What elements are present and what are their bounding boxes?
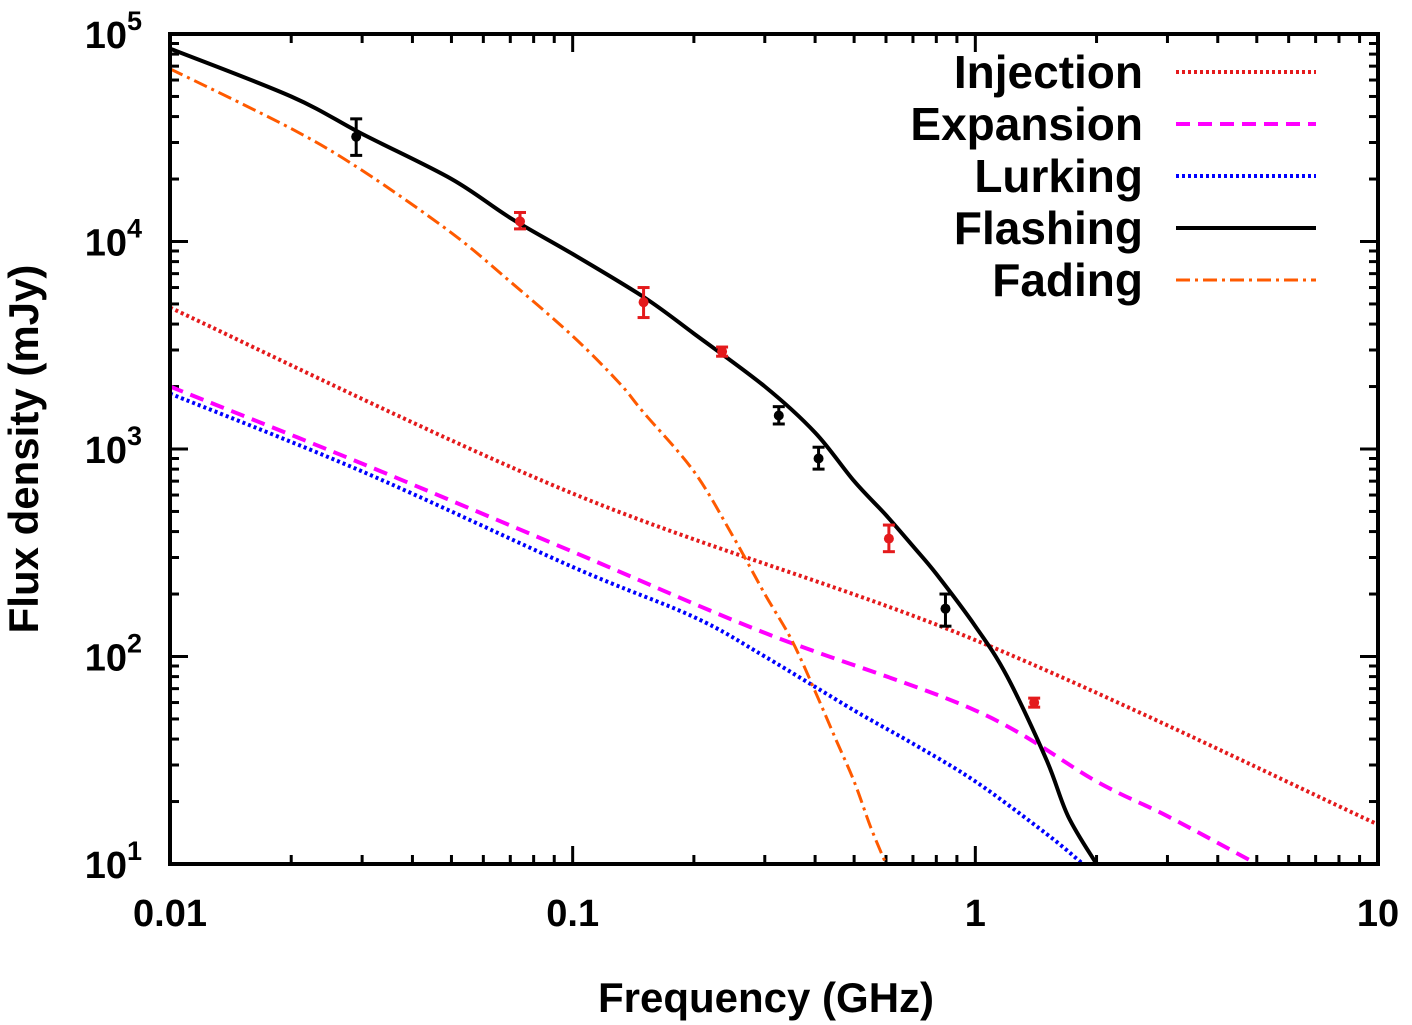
data-point	[514, 210, 527, 231]
plot-frame	[168, 32, 1380, 866]
x-tick-label: 1	[965, 893, 986, 935]
data-marker	[813, 453, 824, 464]
data-point	[637, 286, 650, 320]
legend-label-expansion: Expansion	[910, 98, 1143, 150]
legend-label-lurking: Lurking	[974, 150, 1143, 202]
y-tick-label: 102	[85, 629, 142, 680]
data-point	[772, 405, 785, 426]
data-marker	[1029, 697, 1040, 708]
series-line-lurking	[170, 391, 1085, 864]
x-tick-label: 0.01	[133, 893, 207, 935]
data-point	[882, 523, 895, 554]
data-marker	[773, 410, 784, 421]
series-line-flashing	[170, 46, 1099, 864]
y-axis-title: Flux density (mJy)	[0, 265, 47, 634]
tick-labels: 0.01 0.1 1 10 101 102 103 104 105	[85, 6, 1399, 935]
legend-label-injection: Injection	[954, 46, 1143, 98]
data-point	[716, 345, 729, 358]
series-line-expansion	[170, 384, 1258, 864]
data-marker	[638, 297, 649, 308]
y-tick-label: 103	[85, 421, 142, 472]
data-point	[1028, 696, 1041, 709]
series-line-injection	[170, 305, 1378, 827]
data-marker	[351, 131, 362, 142]
data-marker	[717, 346, 728, 357]
legend-label-fading: Fading	[992, 254, 1143, 306]
data-marker	[515, 216, 526, 227]
data-point	[812, 445, 825, 471]
x-tick-label: 10	[1357, 893, 1399, 935]
data-marker	[940, 603, 951, 614]
observations-layer	[350, 117, 1041, 709]
series-layer	[170, 46, 1378, 864]
y-tick-label: 101	[85, 836, 142, 887]
y-tick-label: 104	[85, 214, 142, 265]
x-axis-title: Frequency (GHz)	[598, 974, 934, 1021]
axis-ticks	[168, 34, 1378, 866]
data-point	[350, 117, 363, 157]
y-tick-label: 105	[85, 6, 142, 57]
x-tick-label: 0.1	[546, 893, 599, 935]
data-point	[939, 592, 952, 628]
series-line-fading	[170, 67, 888, 864]
data-marker	[883, 533, 894, 544]
legend-label-flashing: Flashing	[954, 202, 1143, 254]
